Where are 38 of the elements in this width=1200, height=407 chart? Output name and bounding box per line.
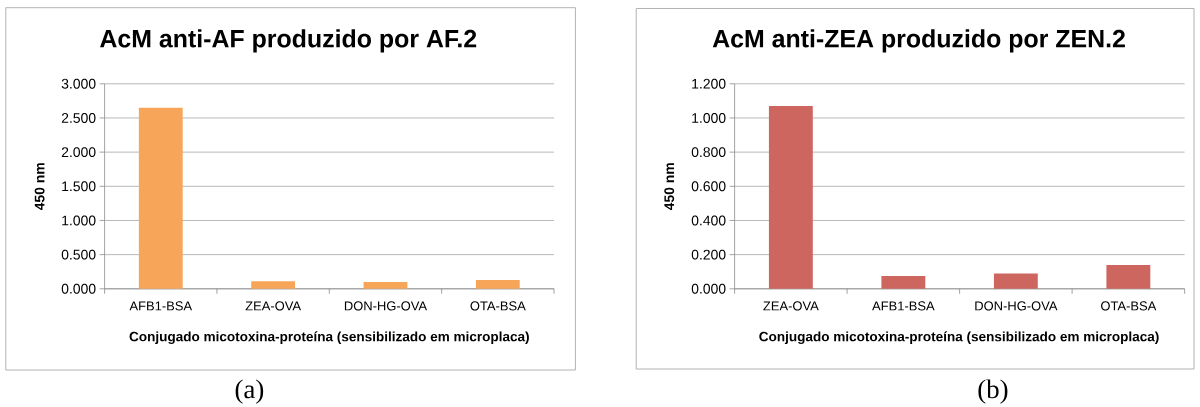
y-tick-label: 0.200 (691, 249, 726, 260)
bar (138, 107, 183, 289)
x-tick-label: DON-HG-OVA (344, 301, 428, 311)
x-tick-label: OTA-BSA (470, 301, 526, 311)
y-tick-label: 1.000 (692, 113, 726, 123)
x-tick-label: OTA-BSA (1101, 301, 1157, 311)
x-tick-label: AFB1-BSA (872, 301, 935, 311)
y-tick-label: 1.200 (692, 78, 726, 89)
text: (b) (978, 379, 1008, 404)
y-tick-label: 0.400 (691, 215, 726, 226)
y-tick-label: 0.500 (61, 249, 96, 260)
y-tick-label: 2.500 (61, 113, 96, 123)
x-axis-title: Conjugado micotoxina-proteína (sensibilizado em microplaca) (129, 331, 529, 345)
bar (768, 106, 813, 289)
y-axis-title: 450 nm (34, 163, 45, 211)
y-tick-label: 2.000 (61, 147, 96, 158)
bar (993, 273, 1038, 289)
x-tick-label: ZEA-OVA (763, 301, 819, 311)
text: (a) (235, 379, 264, 404)
bar (251, 281, 296, 289)
y-tick-label: 1.500 (62, 181, 96, 192)
bar (1106, 264, 1151, 289)
y-tick-label: 3.000 (61, 78, 96, 89)
y-tick-label: 0.000 (61, 283, 96, 294)
x-tick-label: DON-HG-OVA (975, 301, 1058, 311)
bar (881, 275, 926, 289)
chart-title: AcM anti-ZEA produzido por ZEN.2 (712, 29, 1125, 53)
bar (363, 281, 408, 289)
y-tick-label: 0.800 (691, 147, 726, 158)
y-tick-label: 0.000 (691, 283, 726, 294)
x-axis-title: Conjugado micotoxina-proteína (sensibilizado em microplaca) (759, 331, 1159, 345)
x-tick-label: AFB1-BSA (129, 301, 193, 311)
bar (475, 279, 520, 289)
chart-title: AcM anti-AF produzido por AF.2 (100, 29, 477, 53)
y-tick-label: 0.600 (691, 181, 726, 192)
y-axis-title: 450 nm (664, 163, 675, 211)
x-tick-label: ZEA-OVA (245, 301, 302, 311)
y-tick-label: 1.000 (62, 215, 96, 226)
